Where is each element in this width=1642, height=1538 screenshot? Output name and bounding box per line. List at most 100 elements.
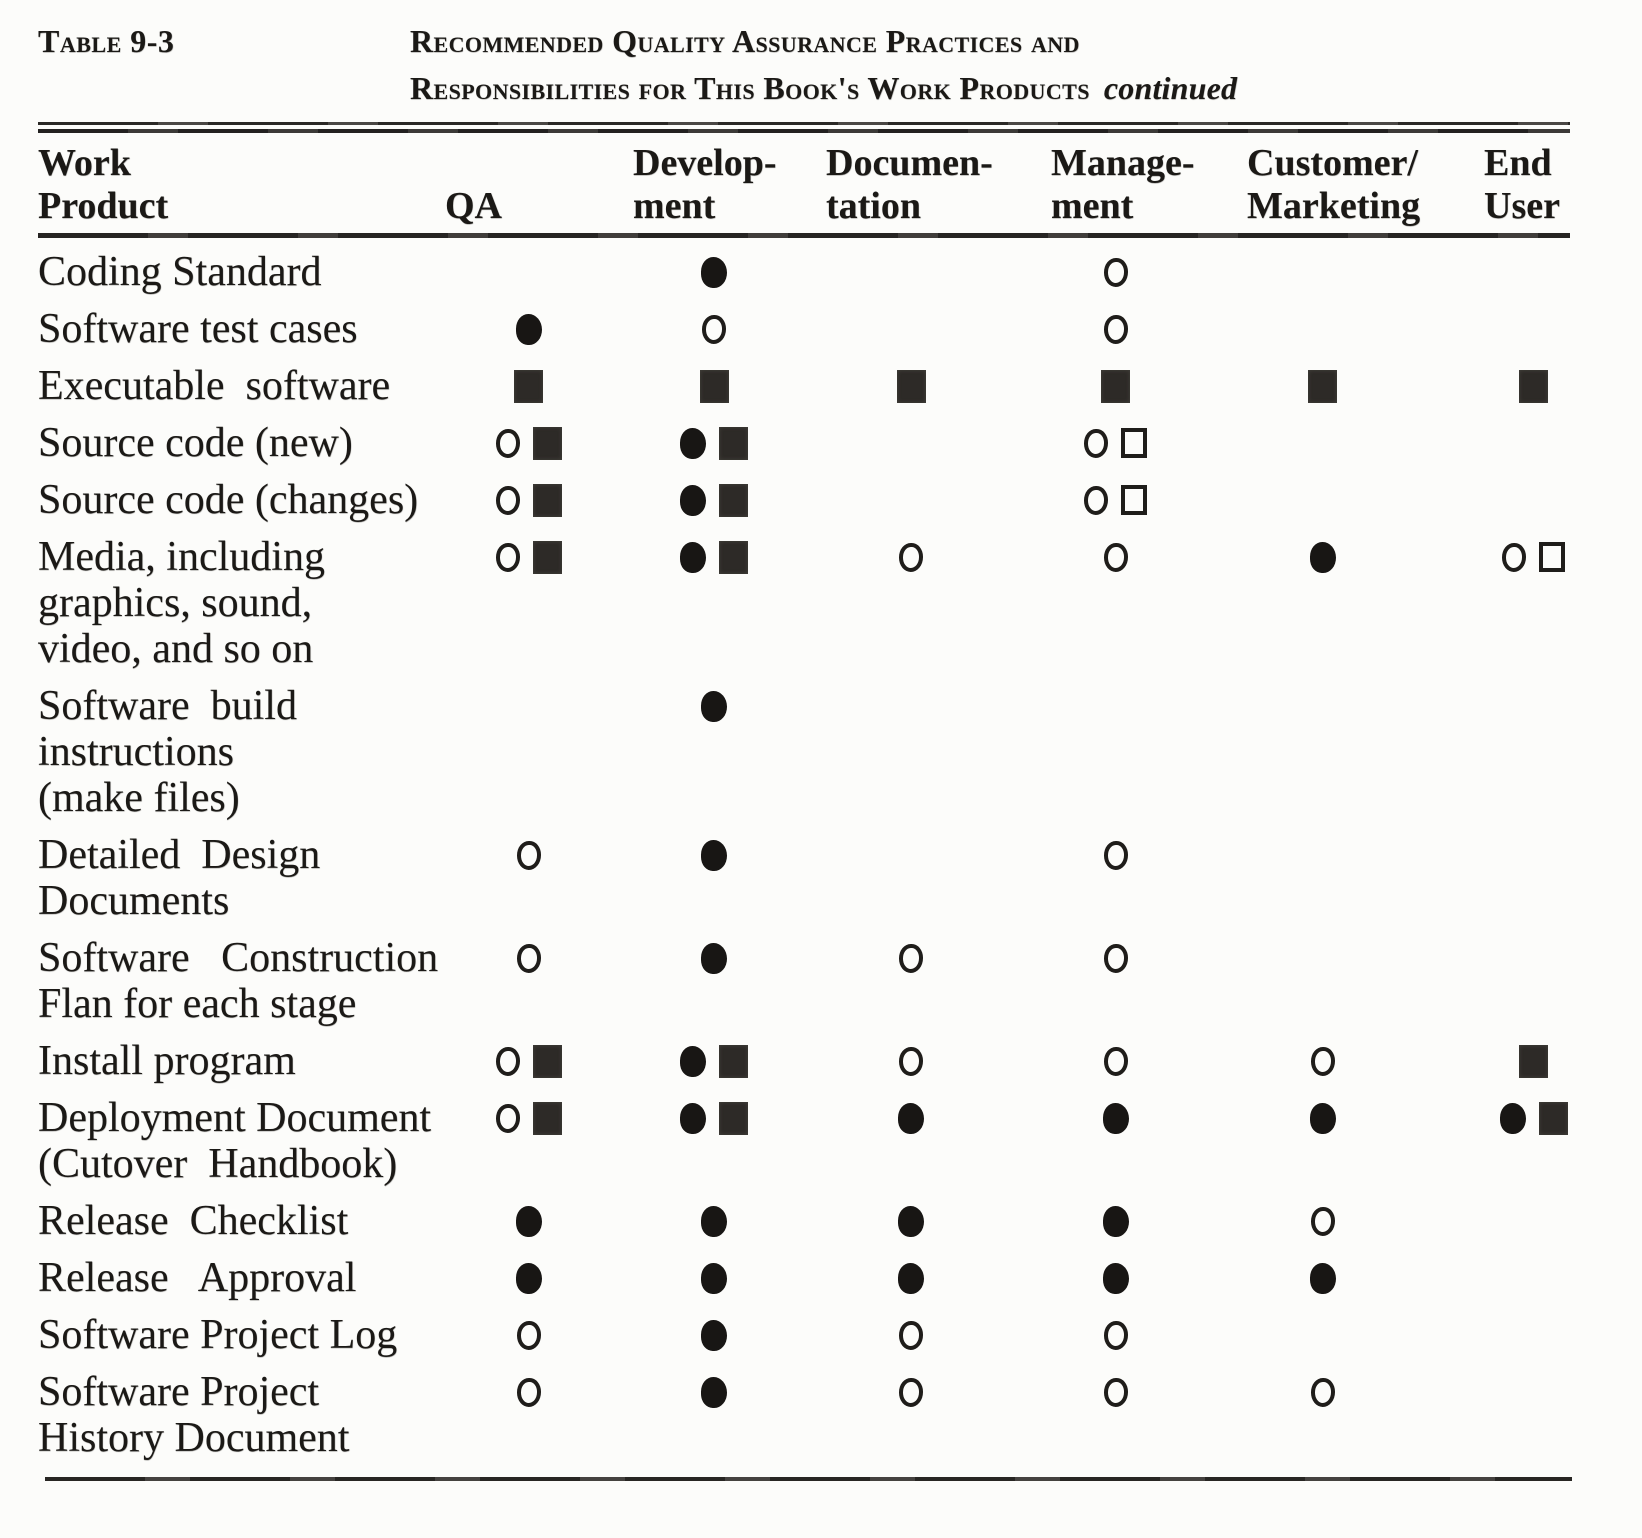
customer-marketing-cell: [1220, 1312, 1425, 1358]
documentation-cell: [811, 832, 1011, 878]
development-cell: [617, 363, 811, 409]
mark-filled-square: [1538, 1101, 1568, 1135]
mark-filled-circle: [701, 256, 727, 288]
management-cell: [1011, 1038, 1220, 1084]
documentation-cell: [811, 935, 1011, 981]
mark-filled-circle: [680, 484, 706, 516]
qa-cell: [440, 420, 617, 466]
management-cell: [1011, 935, 1220, 981]
customer-marketing-cell: [1220, 935, 1425, 981]
mark-filled-circle: [1102, 1205, 1129, 1237]
work-product-line: History Document: [38, 1415, 350, 1461]
work-product-line: Install program: [38, 1038, 296, 1084]
table-row: Software Construction Flan for each stage: [0, 930, 1642, 1033]
development-cell: [617, 534, 811, 580]
mark-filled-square: [719, 1101, 748, 1135]
mark-open-circle: [1310, 1206, 1335, 1236]
table-row: Software test cases: [0, 301, 1642, 358]
mark-open-circle: [702, 314, 726, 344]
work-product-name: Software Construction Flan for each stage: [0, 935, 440, 1027]
qa-cell: [440, 832, 617, 878]
mark-open-circle: [899, 943, 923, 973]
work-product-line: Source code (changes): [38, 477, 419, 523]
mark-filled-square: [514, 369, 543, 403]
management-cell: [1011, 420, 1220, 466]
mark-open-circle: [495, 1046, 520, 1076]
mark-open-circle: [899, 1046, 923, 1076]
development-cell: [617, 683, 811, 729]
work-product-line: Detailed Design: [38, 832, 321, 878]
documentation-cell: [811, 249, 1011, 295]
work-product-line: Software Construction: [38, 935, 439, 981]
end-user-cell: [1425, 832, 1642, 878]
column-header-line: User: [1484, 185, 1560, 227]
mark-filled-circle: [701, 942, 727, 974]
work-product-line: Source code (new): [38, 420, 353, 466]
qa-cell: [440, 363, 617, 409]
development-cell: [617, 935, 811, 981]
end-user-cell: [1425, 1255, 1642, 1301]
management-cell: [1011, 1255, 1220, 1301]
mark-open-circle: [1103, 1046, 1128, 1076]
mark-open-circle: [1103, 314, 1128, 344]
top-double-rule: [38, 122, 1570, 133]
mark-filled-circle: [1309, 1102, 1336, 1134]
mark-open-circle: [1103, 1377, 1128, 1407]
mark-filled-circle: [1499, 1102, 1526, 1134]
work-product-name: Detailed Design Documents: [0, 832, 440, 924]
column-header-development: Develop- ment: [617, 140, 811, 228]
end-user-cell: [1425, 1198, 1642, 1244]
end-user-cell: [1425, 534, 1642, 580]
end-user-cell: [1425, 420, 1642, 466]
management-cell: [1011, 1369, 1220, 1415]
management-cell: [1011, 832, 1220, 878]
development-cell: [617, 1312, 811, 1358]
mark-filled-circle: [680, 1045, 706, 1077]
mark-open-circle: [1103, 943, 1128, 973]
management-cell: [1011, 306, 1220, 352]
work-product-name: Coding Standard: [0, 249, 440, 295]
work-product-line: video, and so on: [38, 626, 314, 672]
table-row: Install program: [0, 1033, 1642, 1090]
work-product-line: instructions: [38, 729, 234, 775]
table-row: Detailed Design Documents: [0, 827, 1642, 930]
development-cell: [617, 1038, 811, 1084]
end-user-cell: [1425, 249, 1642, 295]
mark-filled-circle: [1102, 1262, 1129, 1294]
mark-open-circle: [1084, 428, 1108, 458]
development-cell: [617, 477, 811, 523]
mark-open-square: [1539, 542, 1565, 572]
documentation-cell: [811, 683, 1011, 729]
mark-filled-circle: [515, 313, 542, 345]
mark-filled-circle: [1309, 1262, 1336, 1294]
qa-cell: [440, 1255, 617, 1301]
customer-marketing-cell: [1220, 1369, 1425, 1415]
qa-cell: [440, 1198, 617, 1244]
documentation-cell: [811, 363, 1011, 409]
qa-cell: [440, 935, 617, 981]
end-user-cell: [1425, 1369, 1642, 1415]
mark-filled-circle: [701, 1262, 727, 1294]
mark-open-circle: [495, 542, 520, 572]
mark-open-circle: [899, 542, 923, 572]
customer-marketing-cell: [1220, 1038, 1425, 1084]
mark-filled-circle: [701, 1319, 727, 1351]
mark-filled-square: [532, 483, 562, 517]
work-product-line: (Cutover Handbook): [38, 1141, 398, 1187]
column-header-line: Customer/: [1247, 142, 1418, 184]
mark-open-circle: [899, 1377, 923, 1407]
mark-filled-circle: [515, 1262, 542, 1294]
mark-open-circle: [1310, 1377, 1335, 1407]
mark-open-circle: [495, 1103, 520, 1133]
management-cell: [1011, 534, 1220, 580]
table-row: Executable software: [0, 358, 1642, 415]
bottom-rule: [45, 1477, 1572, 1481]
mark-open-circle: [495, 428, 520, 458]
customer-marketing-cell: [1220, 1198, 1425, 1244]
work-product-name: Software Project History Document: [0, 1369, 440, 1461]
mark-filled-square: [699, 369, 729, 403]
management-cell: [1011, 683, 1220, 729]
work-product-line: Flan for each stage: [38, 981, 357, 1027]
mark-filled-circle: [1102, 1102, 1129, 1134]
